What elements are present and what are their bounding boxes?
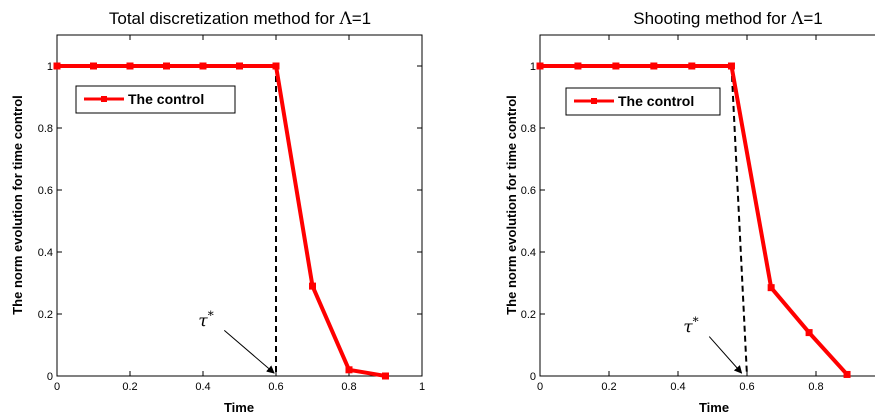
data-point-marker bbox=[126, 62, 134, 70]
y-axis-ticks: 0 0.2 0.4 0.6 0.8 1 bbox=[521, 61, 545, 383]
data-point-marker bbox=[727, 62, 735, 70]
chart-panel-shooting-method: Shooting method for Λ=1 0 0.2 0.4 0.6 0.8 00… bbox=[504, 9, 875, 415]
chart-title: Shooting method for Λ=1 bbox=[633, 9, 823, 29]
tau-star-annotation: τ* bbox=[683, 315, 743, 374]
y-tick-label: 0 bbox=[530, 371, 536, 383]
y-tick-label: 0.4 bbox=[38, 247, 53, 259]
legend: The control bbox=[565, 87, 721, 116]
data-point-marker bbox=[612, 62, 620, 70]
y-tick-label: 0.6 bbox=[38, 185, 53, 197]
tau-star-annotation: τ* bbox=[198, 308, 275, 374]
y-tick-label: 1 bbox=[530, 61, 536, 73]
data-point-marker bbox=[199, 62, 207, 70]
x-tick-label: 1 bbox=[419, 381, 425, 393]
legend: The control bbox=[75, 85, 236, 114]
data-point-marker bbox=[309, 282, 316, 290]
legend-label: The control bbox=[618, 93, 694, 109]
data-point-marker bbox=[650, 62, 658, 70]
control-series bbox=[536, 62, 851, 378]
switch-dashed-line bbox=[730, 65, 748, 377]
x-tick-label: 0.4 bbox=[670, 381, 685, 393]
chart-title: Total discretization method for Λ=1 bbox=[109, 9, 371, 29]
y-tick-label: 1 bbox=[47, 61, 53, 73]
data-point-marker bbox=[90, 62, 97, 70]
data-point-marker bbox=[805, 329, 813, 337]
data-point-marker bbox=[536, 62, 544, 70]
x-axis-ticks: 0 0.2 0.4 0.6 0.8 bbox=[537, 35, 824, 393]
x-tick-label: 0.8 bbox=[808, 381, 823, 393]
x-tick-label: 0.4 bbox=[195, 381, 210, 393]
data-point-marker bbox=[574, 62, 582, 70]
data-point-marker bbox=[236, 62, 243, 70]
data-point-marker bbox=[345, 366, 353, 374]
y-tick-label: 0 bbox=[47, 371, 53, 383]
x-tick-label: 0.6 bbox=[268, 381, 283, 393]
x-tick-label: 0.2 bbox=[122, 381, 137, 393]
plot-area-frame bbox=[539, 34, 875, 377]
y-axis-label: The norm evolution for time control bbox=[504, 95, 519, 315]
y-tick-label: 0.4 bbox=[521, 247, 536, 259]
y-tick-label: 0.8 bbox=[38, 123, 53, 135]
x-tick-label: 0 bbox=[537, 381, 543, 393]
annotation-arrow bbox=[708, 336, 743, 374]
x-axis-label: Time bbox=[699, 400, 729, 415]
annotation-arrow bbox=[223, 330, 275, 374]
x-tick-label: 0.8 bbox=[341, 381, 356, 393]
x-axis-label: Time bbox=[224, 400, 254, 415]
y-axis-label: The norm evolution for time control bbox=[10, 95, 25, 315]
x-tick-label: 0.6 bbox=[739, 381, 754, 393]
x-tick-label: 0.2 bbox=[601, 381, 616, 393]
data-point-marker bbox=[272, 62, 280, 70]
control-series bbox=[53, 62, 389, 380]
y-tick-label: 0.2 bbox=[38, 309, 53, 321]
y-tick-label: 0.2 bbox=[521, 309, 536, 321]
data-point-marker bbox=[163, 62, 170, 70]
data-point-marker bbox=[843, 370, 851, 378]
y-axis-ticks: 0 0.2 0.4 0.6 0.8 1 bbox=[38, 61, 422, 383]
legend-marker-swatch bbox=[591, 98, 597, 104]
x-axis-ticks: 0 0.2 0.4 0.6 0.8 1 bbox=[54, 35, 425, 393]
y-tick-label: 0.6 bbox=[521, 185, 536, 197]
chart-panel-total-discretization: Total discretization method for Λ=1 0 0.2… bbox=[10, 9, 425, 415]
data-point-marker bbox=[382, 372, 389, 380]
data-point-marker bbox=[688, 62, 696, 70]
y-tick-label: 0.8 bbox=[521, 123, 536, 135]
data-point-marker bbox=[53, 62, 61, 70]
data-point-marker bbox=[767, 284, 775, 292]
tau-star-label: τ* bbox=[683, 315, 698, 338]
tau-star-label: τ* bbox=[198, 308, 213, 331]
legend-marker-swatch bbox=[101, 96, 107, 102]
legend-label: The control bbox=[128, 91, 204, 107]
x-tick-label: 0 bbox=[54, 381, 60, 393]
series-line bbox=[57, 64, 386, 378]
switch-time-dashed-line bbox=[730, 65, 748, 377]
